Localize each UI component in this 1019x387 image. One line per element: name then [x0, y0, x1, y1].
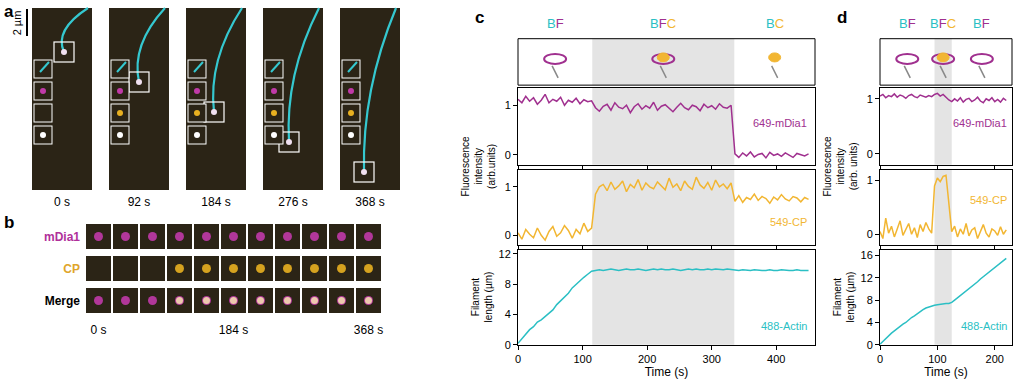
svg-text:8: 8	[505, 278, 511, 290]
svg-text:368 s: 368 s	[355, 195, 384, 209]
svg-text:16: 16	[861, 249, 873, 261]
svg-text:4: 4	[505, 308, 511, 320]
svg-text:a: a	[4, 2, 14, 21]
svg-text:4: 4	[867, 316, 873, 328]
svg-text:8: 8	[867, 294, 873, 306]
svg-text:488-Actin: 488-Actin	[961, 320, 1007, 332]
svg-text:184 s: 184 s	[219, 323, 248, 337]
svg-text:549-CP: 549-CP	[970, 194, 1007, 206]
svg-text:0: 0	[867, 339, 873, 351]
svg-text:0: 0	[515, 353, 521, 365]
svg-text:Filamentlength (µm): Filamentlength (µm)	[470, 272, 494, 323]
svg-text:0: 0	[867, 148, 873, 160]
svg-text:200: 200	[986, 353, 1004, 365]
svg-text:0: 0	[867, 228, 873, 240]
svg-text:0 s: 0 s	[90, 323, 106, 337]
svg-text:CP: CP	[63, 262, 80, 276]
svg-text:b: b	[4, 213, 14, 232]
svg-text:100: 100	[573, 353, 591, 365]
svg-text:BFC: BFC	[930, 16, 956, 31]
svg-text:Fluorescenceintensity(arb. uni: Fluorescenceintensity(arb. units)	[822, 136, 859, 196]
svg-text:12: 12	[861, 272, 873, 284]
svg-text:0: 0	[505, 229, 511, 241]
svg-text:488-Actin: 488-Actin	[761, 320, 807, 332]
svg-text:mDia1: mDia1	[44, 230, 80, 244]
svg-text:1: 1	[867, 174, 873, 186]
svg-text:0: 0	[505, 149, 511, 161]
svg-text:649-mDia1: 649-mDia1	[953, 117, 1007, 129]
svg-text:Fluorescenceintensity(arb.unit: Fluorescenceintensity(arb.units)	[460, 136, 497, 196]
svg-text:276 s: 276 s	[278, 195, 307, 209]
svg-text:BF: BF	[547, 16, 564, 31]
svg-text:184 s: 184 s	[201, 195, 230, 209]
svg-text:BC: BC	[766, 16, 784, 31]
svg-text:0: 0	[505, 339, 511, 351]
svg-text:d: d	[837, 8, 847, 27]
svg-text:0: 0	[877, 353, 883, 365]
svg-text:368 s: 368 s	[354, 323, 383, 337]
svg-text:100: 100	[928, 353, 946, 365]
svg-text:549-CP: 549-CP	[770, 216, 807, 228]
svg-text:400: 400	[767, 353, 785, 365]
svg-text:300: 300	[703, 353, 721, 365]
svg-text:c: c	[475, 8, 484, 27]
svg-text:Time (s): Time (s)	[645, 365, 689, 379]
svg-text:2 µm: 2 µm	[11, 11, 23, 36]
svg-text:BFC: BFC	[650, 16, 676, 31]
svg-text:649-mDia1: 649-mDia1	[753, 117, 807, 129]
svg-text:1: 1	[505, 181, 511, 193]
svg-text:1: 1	[505, 99, 511, 111]
svg-text:12: 12	[499, 248, 511, 260]
svg-text:200: 200	[638, 353, 656, 365]
svg-text:Filamentlength (µm): Filamentlength (µm)	[832, 272, 856, 323]
svg-text:BF: BF	[973, 16, 990, 31]
svg-text:Time (s): Time (s)	[924, 365, 968, 379]
svg-text:92 s: 92 s	[128, 195, 151, 209]
svg-text:BF: BF	[899, 16, 916, 31]
svg-text:0 s: 0 s	[54, 195, 70, 209]
svg-text:1: 1	[867, 93, 873, 105]
svg-text:Merge: Merge	[45, 294, 81, 308]
